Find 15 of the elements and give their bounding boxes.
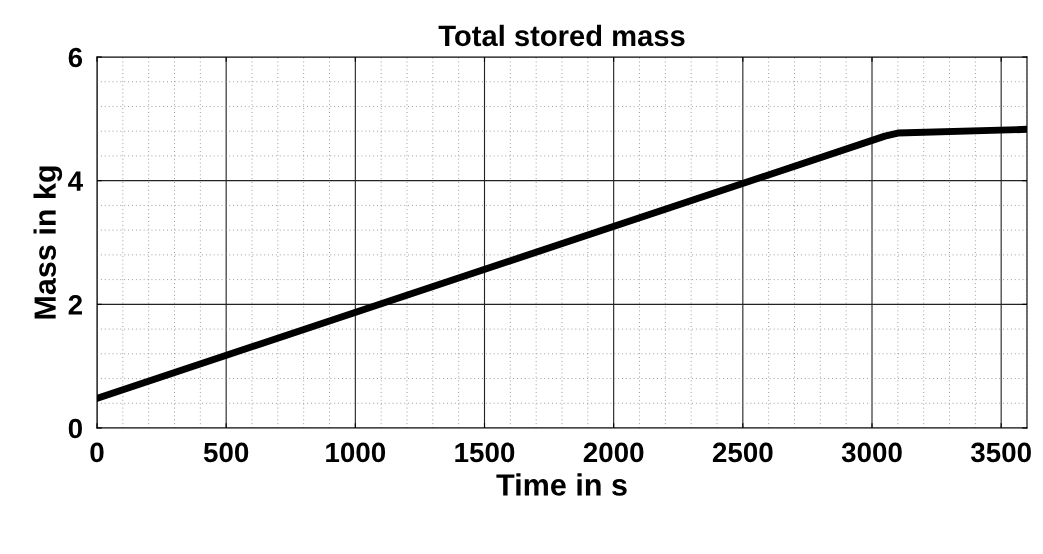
x-tick-label: 1000: [326, 442, 386, 463]
x-tick-label: 2500: [712, 442, 773, 463]
y-tick-label: 6: [68, 47, 83, 68]
x-tick-label: 3000: [841, 442, 902, 463]
x-tick-label: 500: [203, 442, 249, 463]
x-axis-title: Time in s: [496, 473, 627, 496]
x-tick-label: 2000: [583, 442, 644, 463]
y-tick-label: 0: [68, 418, 82, 439]
chart-title: Total stored mass: [438, 24, 685, 47]
x-tick-label: 1500: [455, 442, 515, 463]
x-tick-label: 3500: [970, 442, 1031, 463]
y-tick-label: 4: [68, 171, 83, 191]
y-tick-label: 2: [68, 295, 82, 315]
x-tick-label: 0: [90, 442, 104, 463]
y-axis-title: Mass in kg: [33, 166, 63, 319]
